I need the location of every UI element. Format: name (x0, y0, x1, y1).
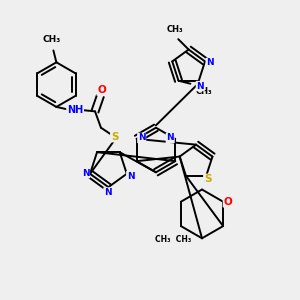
Text: N: N (196, 82, 204, 91)
Text: N: N (104, 188, 112, 197)
Text: N: N (167, 134, 174, 142)
Text: O: O (224, 197, 232, 207)
Text: CH₃: CH₃ (195, 87, 212, 96)
Text: CH₃  CH₃: CH₃ CH₃ (155, 235, 192, 244)
Text: NH: NH (67, 105, 83, 115)
Text: N: N (82, 169, 89, 178)
Text: N: N (127, 172, 134, 181)
Text: O: O (97, 85, 106, 95)
Text: S: S (111, 132, 118, 142)
Text: N: N (138, 134, 146, 142)
Text: N: N (206, 58, 214, 68)
Text: CH₃: CH₃ (43, 35, 61, 44)
Text: S: S (204, 174, 212, 184)
Text: CH₃: CH₃ (167, 25, 184, 34)
